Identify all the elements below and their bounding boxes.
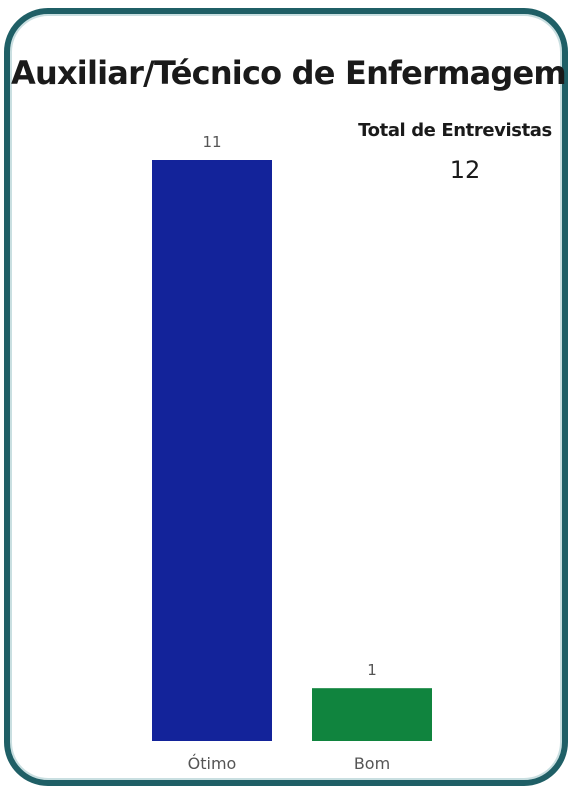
chart-card [4,8,568,786]
x-tick-label-otimo: Ótimo [188,754,237,773]
bar-otimo [152,160,272,741]
data-label-otimo: 11 [202,133,221,151]
chart-title: Auxiliar/Técnico de Enfermagem [11,54,567,92]
kpi-label: Total de Entrevistas [358,120,552,141]
data-label-bom: 1 [367,661,377,679]
kpi-value: 12 [449,156,481,184]
bar-bom [312,688,432,741]
x-tick-label-bom: Bom [354,754,390,773]
